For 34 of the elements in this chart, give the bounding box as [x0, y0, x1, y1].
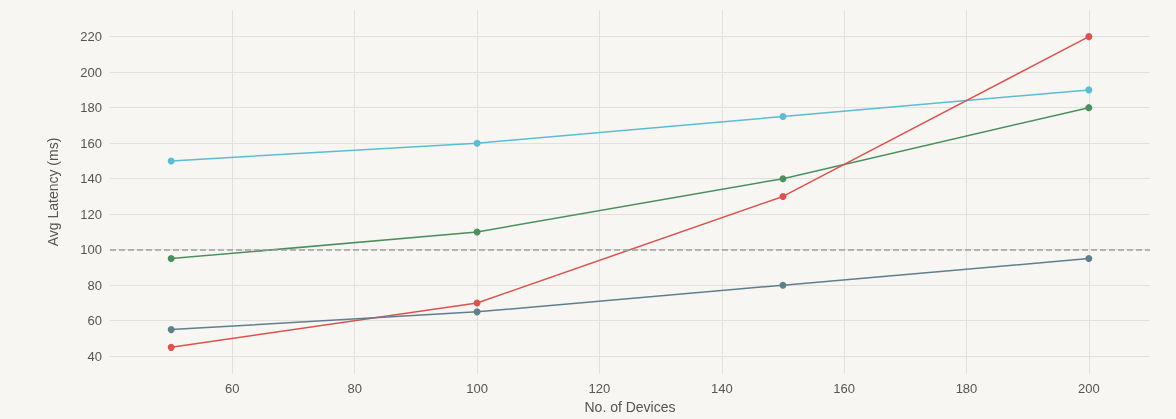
- y-tick-label: 60: [87, 313, 102, 329]
- y-tick-label: 40: [87, 348, 102, 364]
- x-tick-label: 180: [955, 381, 978, 396]
- y-tick-label: 160: [80, 135, 102, 151]
- point: [167, 255, 175, 263]
- point: [779, 175, 787, 183]
- x-tick-label: 80: [347, 381, 362, 396]
- point: [473, 139, 481, 147]
- point: [1085, 33, 1093, 41]
- x-tick-label: 100: [466, 381, 488, 396]
- point: [1085, 255, 1093, 263]
- point: [779, 281, 787, 289]
- x-axis-title: No. of Devices: [584, 399, 676, 415]
- x-tick-label: 60: [225, 381, 240, 396]
- point: [167, 157, 175, 165]
- x-tick-label: 120: [588, 381, 611, 396]
- point: [779, 192, 787, 200]
- point: [473, 308, 481, 316]
- y-tick-label: 80: [87, 277, 102, 293]
- point: [167, 326, 175, 334]
- y-tick-label: 140: [80, 171, 102, 187]
- y-axis-title: Avg Latency (ms): [45, 137, 61, 247]
- point: [1085, 86, 1093, 94]
- y-tick-label: 220: [80, 29, 102, 45]
- y-tick-label: 200: [80, 64, 102, 80]
- x-tick-label: 160: [833, 381, 855, 396]
- x-tick-label: 140: [710, 381, 733, 396]
- y-tick-label: 120: [80, 206, 102, 222]
- y-tick-label: 100: [80, 242, 102, 258]
- point: [779, 113, 787, 121]
- point: [1085, 104, 1093, 112]
- x-tick-label: 200: [1077, 381, 1100, 396]
- point: [167, 343, 175, 351]
- y-tick-label: 180: [80, 100, 102, 116]
